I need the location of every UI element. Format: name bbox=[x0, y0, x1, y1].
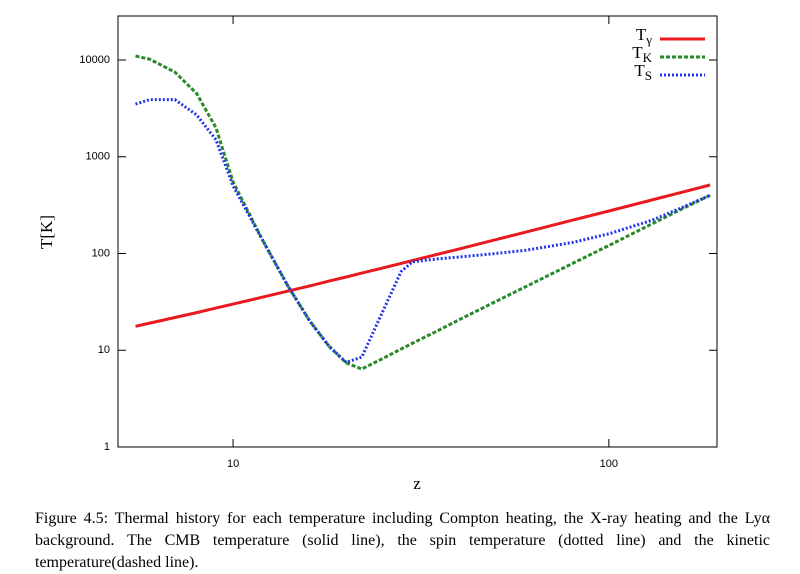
y-tick-label: 10 bbox=[98, 344, 110, 356]
series-line bbox=[135, 98, 711, 365]
legend-label: Tγ bbox=[636, 25, 652, 47]
legend-label: TS bbox=[634, 61, 652, 83]
x-tick-label: 100 bbox=[600, 458, 618, 470]
y-tick-label: 10000 bbox=[79, 54, 110, 66]
plot-frame bbox=[117, 15, 718, 448]
legend-label: TK bbox=[632, 43, 652, 65]
series-line bbox=[135, 183, 711, 328]
x-axis-label: z bbox=[413, 474, 421, 493]
caption: Figure 4.5: Thermal history for each tem… bbox=[35, 510, 770, 571]
y-tick-label: 1 bbox=[104, 441, 110, 453]
y-tick-label: 1000 bbox=[86, 151, 110, 163]
y-axis-label: T[K] bbox=[37, 215, 56, 249]
series-line bbox=[135, 54, 711, 371]
y-tick-label: 100 bbox=[92, 247, 110, 259]
x-tick-label: 10 bbox=[227, 458, 239, 470]
